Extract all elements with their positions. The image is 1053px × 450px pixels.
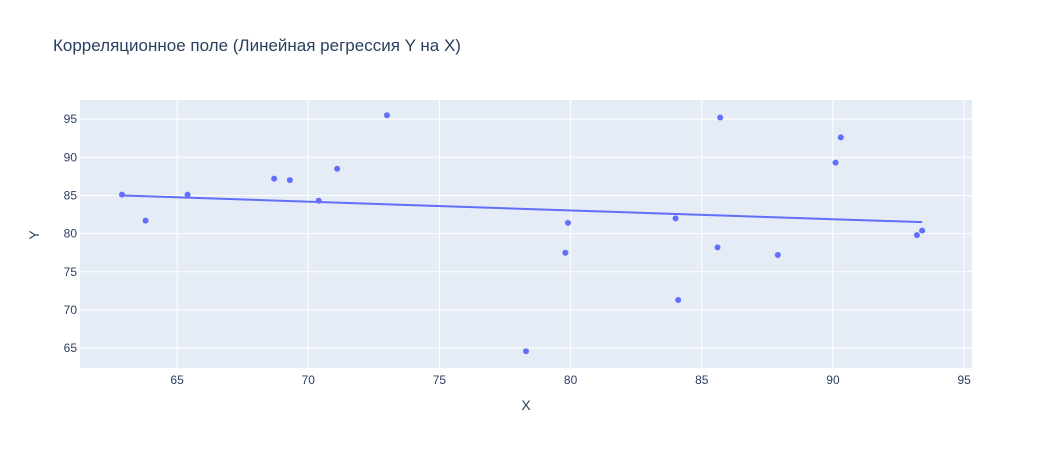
x-tick-label: 65 <box>170 373 184 387</box>
data-point <box>913 232 920 239</box>
regression-line-layer <box>121 194 923 224</box>
data-point <box>383 112 390 119</box>
data-point <box>523 348 529 355</box>
grid-lines <box>80 100 972 368</box>
data-point <box>714 244 721 251</box>
data-point <box>919 227 926 234</box>
x-tick-label: 75 <box>433 373 447 387</box>
data-point <box>564 219 571 226</box>
data-point <box>184 191 191 198</box>
x-tick-label: 90 <box>826 373 840 387</box>
data-point <box>562 249 569 256</box>
chart-title: Корреляционное поле (Линейная регрессия … <box>53 36 461 55</box>
y-tick-label: 85 <box>64 188 78 202</box>
regression-line <box>121 194 923 224</box>
data-point <box>142 217 149 224</box>
y-tick-label: 65 <box>64 341 78 355</box>
data-point <box>315 197 322 204</box>
data-point <box>334 165 341 172</box>
x-tick-label: 85 <box>695 373 709 387</box>
data-point <box>774 251 781 258</box>
y-tick-label: 70 <box>64 303 78 317</box>
data-point <box>118 191 125 198</box>
data-point <box>286 177 293 184</box>
y-tick-label: 80 <box>64 227 78 241</box>
x-tick-label: 95 <box>957 373 971 387</box>
y-tick-label: 95 <box>64 112 78 126</box>
y-tick-label: 75 <box>64 265 78 279</box>
y-axis-ticks: 65 70 75 80 85 90 95 <box>64 112 78 355</box>
data-point <box>832 159 839 166</box>
x-axis-title: X <box>521 397 531 413</box>
y-axis-title: Y <box>26 230 42 240</box>
x-tick-label: 80 <box>564 373 578 387</box>
x-axis-ticks: 65 70 75 80 85 90 95 <box>170 373 971 387</box>
data-point <box>675 297 682 304</box>
data-points-layer <box>118 112 926 355</box>
data-point <box>672 215 679 222</box>
y-tick-label: 90 <box>64 150 78 164</box>
x-tick-label: 70 <box>302 373 316 387</box>
data-point <box>271 175 278 182</box>
data-point <box>837 134 844 141</box>
data-point <box>717 114 724 121</box>
